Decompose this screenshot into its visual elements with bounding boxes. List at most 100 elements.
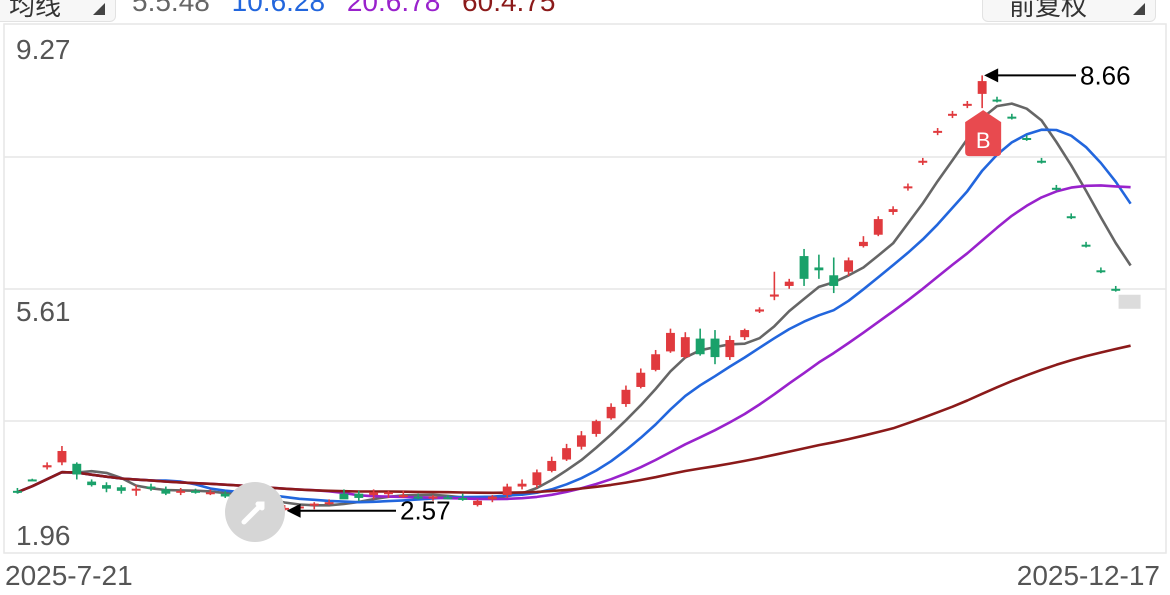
- candle-body: [161, 489, 171, 494]
- candle-body: [918, 160, 928, 163]
- x-end-label: 2025-12-17: [1016, 560, 1160, 591]
- candle-body: [116, 487, 126, 491]
- candle-body: [309, 503, 319, 506]
- grid-lines: [3, 23, 1167, 554]
- candle-body: [42, 465, 52, 468]
- low-arrow-head: [286, 503, 301, 518]
- candle-body: [948, 113, 957, 116]
- annotations: 8.66 2.57 B: [225, 60, 1141, 542]
- candle-body: [324, 502, 334, 505]
- candle-body: [384, 492, 393, 495]
- candle-body: [458, 497, 468, 500]
- ma60-value: 60:4.75: [462, 0, 556, 17]
- candle-body: [517, 483, 527, 487]
- candle-body: [220, 493, 230, 497]
- candle-body: [1022, 137, 1032, 140]
- low-price-label: 2.57: [400, 496, 451, 526]
- candle-body: [339, 493, 349, 500]
- candle-body: [725, 340, 735, 358]
- candle-body: [888, 209, 898, 212]
- candle-body: [651, 354, 661, 370]
- candle-body: [72, 463, 82, 475]
- candle-body: [799, 256, 809, 279]
- x-start-label: 2025-7-21: [5, 560, 133, 591]
- ma10-line: [16, 128, 1132, 504]
- candle-body: [1037, 160, 1046, 163]
- candle-body: [487, 496, 497, 500]
- candle-body: [784, 281, 794, 286]
- candle-body: [369, 492, 379, 496]
- candle-body: [606, 406, 616, 419]
- adjust-select[interactable]: 前复权: [982, 0, 1156, 22]
- candle-body: [428, 496, 438, 499]
- candle-body: [977, 81, 987, 94]
- ma60-line: [16, 344, 1131, 495]
- candle-body: [27, 479, 37, 482]
- candle-body: [591, 421, 601, 434]
- y-tick-label: 9.27: [16, 34, 71, 65]
- candle-body: [710, 338, 720, 358]
- candle-body: [87, 481, 97, 486]
- last-price-box: [1118, 294, 1141, 309]
- candle-body: [532, 472, 542, 486]
- adjust-select-label: 前复权: [1009, 0, 1088, 21]
- candle-body: [547, 460, 557, 471]
- top-toolbar: 均线 5:5.48 10:6.28 20:6.78 60:4.75 前复权: [0, 0, 1170, 26]
- candle-body: [680, 337, 690, 358]
- candle-body: [755, 309, 764, 312]
- candle-body: [1111, 288, 1121, 291]
- candle-body: [1007, 116, 1017, 119]
- ma-lines: [16, 102, 1132, 507]
- ma20-line: [16, 184, 1131, 501]
- candle-body: [636, 372, 646, 387]
- y-tick-label: 1.96: [16, 520, 71, 551]
- high-price-label: 8.66: [1080, 60, 1131, 90]
- candle-body: [769, 294, 779, 297]
- candle-body: [829, 275, 839, 286]
- candle-body: [102, 485, 111, 489]
- candle-body: [131, 488, 141, 491]
- indicator-select-label: 均线: [9, 0, 62, 21]
- candle-body: [1081, 244, 1091, 247]
- candle-body: [473, 500, 482, 506]
- candle-body: [1066, 216, 1076, 219]
- candle-body: [814, 267, 824, 271]
- y-tick-label: 5.61: [16, 296, 71, 327]
- watermark-glyph: [241, 501, 265, 525]
- candle-body: [1051, 187, 1061, 190]
- candle-body: [176, 490, 186, 493]
- candle-body: [502, 486, 512, 496]
- candle-body: [12, 490, 22, 493]
- buy-marker: [965, 110, 1002, 157]
- high-arrow-head: [984, 68, 999, 83]
- dropdown-arrow-icon: [93, 3, 105, 15]
- candle-body: [933, 130, 943, 133]
- candle-body: [858, 241, 868, 247]
- candle-body: [191, 490, 200, 493]
- candle-body: [413, 496, 423, 499]
- candle-body: [621, 389, 631, 405]
- candle-body: [962, 103, 972, 106]
- candle-body: [398, 495, 408, 498]
- candle-body: [740, 330, 750, 338]
- ma-legend: 5:5.48 10:6.28 20:6.78 60:4.75: [132, 0, 569, 18]
- candle-body: [844, 260, 854, 272]
- ma5-value: 5:5.48: [132, 0, 210, 17]
- candle-body: [443, 497, 453, 500]
- candle-body: [1096, 270, 1106, 273]
- ma10-value: 10:6.28: [231, 0, 326, 17]
- candle-body: [205, 492, 215, 495]
- candle-body: [354, 493, 364, 498]
- candle-body: [666, 332, 675, 352]
- candle-body: [992, 99, 1002, 102]
- candle-body: [576, 435, 586, 447]
- candle-body: [873, 219, 883, 235]
- buy-marker-label: B: [976, 128, 991, 153]
- candle-body: [57, 450, 67, 463]
- dropdown-arrow-icon: [1133, 3, 1145, 15]
- candle-body: [695, 338, 705, 355]
- candle-body: [562, 448, 572, 460]
- indicator-select[interactable]: 均线: [0, 0, 116, 22]
- ma5-line: [16, 102, 1132, 507]
